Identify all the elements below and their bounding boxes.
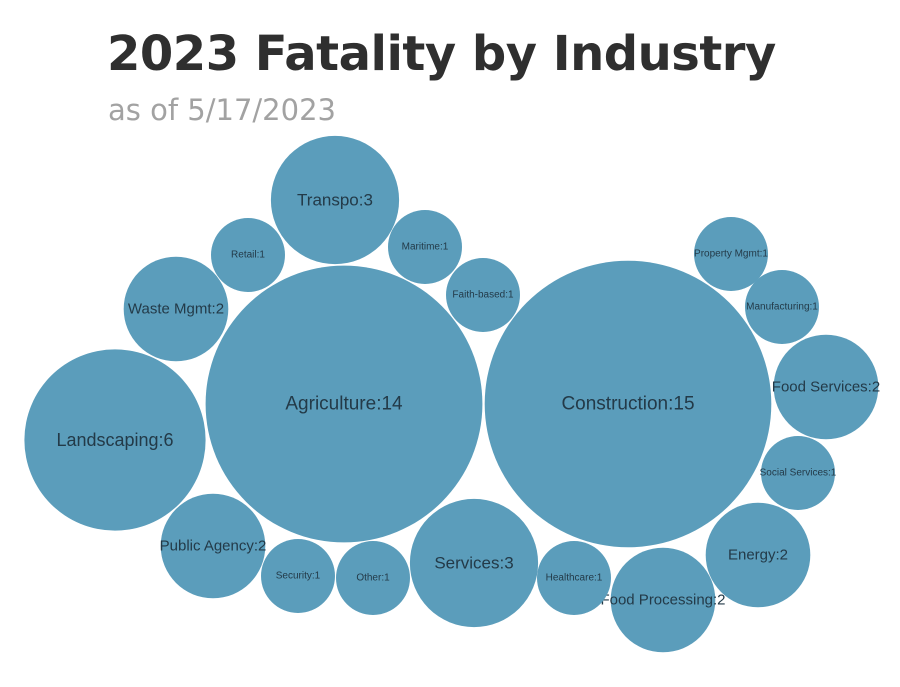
bubble-label: Social Services:1 [760,468,837,479]
bubble-circle [537,541,611,615]
bubble-security: Security:1 [261,539,335,613]
bubble-transpo: Transpo:3 [270,135,400,265]
bubble-circle [705,502,811,608]
bubble-circle [123,256,229,362]
bubble-label: Landscaping:6 [56,430,173,450]
bubble-label: Manufacturing:1 [746,302,818,313]
bubble-circle [160,493,266,599]
bubble-circle [745,270,819,344]
bubble-construction: Construction:15 [484,260,772,548]
bubble-circle [694,217,768,291]
bubble-label: Energy:2 [728,547,788,564]
bubble-property-mgmt: Property Mgmt:1 [694,217,768,291]
bubble-circle [24,349,206,531]
bubble-waste-mgmt: Waste Mgmt:2 [123,256,229,362]
bubble-public-agency: Public Agency:2 [160,493,267,599]
chart-subtitle: as of 5/17/2023 [108,93,336,127]
bubble-circle [336,541,410,615]
bubble-label: Food Processing:2 [600,592,725,609]
bubble-label: Other:1 [356,573,390,584]
bubble-circle [610,547,716,653]
bubble-label: Food Services:2 [772,379,880,396]
bubble-circle [761,436,835,510]
bubble-group: Construction:15 Agriculture:14 Landscaping… [24,135,880,653]
bubble-label: Transpo:3 [297,191,373,210]
bubble-label: Retail:1 [231,250,265,261]
bubble-label: Property Mgmt:1 [694,249,768,260]
bubble-label: Agriculture:14 [285,394,403,415]
bubble-label: Waste Mgmt:2 [128,301,224,318]
bubble-maritime: Maritime:1 [388,210,462,284]
bubble-food-services: Food Services:2 [772,334,880,440]
bubble-label: Services:3 [434,554,513,573]
bubble-circle [409,498,539,628]
bubble-manufacturing: Manufacturing:1 [745,270,819,344]
bubble-label: Security:1 [276,571,321,582]
bubble-label: Maritime:1 [402,242,449,253]
bubble-faith-based: Faith-based:1 [446,258,520,332]
bubble-label: Public Agency:2 [160,538,267,555]
bubble-healthcare: Healthcare:1 [537,541,611,615]
bubble-label: Construction:15 [561,394,694,415]
bubble-circle [270,135,400,265]
bubble-circle [773,334,879,440]
bubble-energy: Energy:2 [705,502,811,608]
bubble-other: Other:1 [336,541,410,615]
bubble-landscaping: Landscaping:6 [24,349,206,531]
bubble-circle [388,210,462,284]
bubble-social-services: Social Services:1 [760,436,837,510]
bubble-circle [446,258,520,332]
bubble-circle [211,218,285,292]
bubble-circle [205,265,483,543]
bubble-food-processing: Food Processing:2 [600,547,726,653]
bubble-label: Faith-based:1 [452,290,514,301]
chart-title: 2023 Fatality by Industry [107,26,776,82]
bubble-circle [261,539,335,613]
bubble-agriculture: Agriculture:14 [205,265,483,543]
bubble-circle [484,260,772,548]
bubble-label: Healthcare:1 [546,573,603,584]
bubble-services: Services:3 [409,498,539,628]
bubble-retail: Retail:1 [211,218,285,292]
